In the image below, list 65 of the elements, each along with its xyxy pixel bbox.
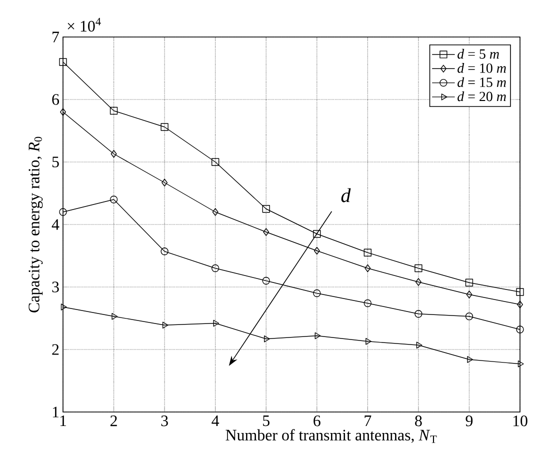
point bbox=[313, 230, 321, 238]
point bbox=[110, 150, 117, 158]
point bbox=[415, 278, 422, 286]
point bbox=[213, 320, 220, 327]
point bbox=[416, 342, 422, 348]
point bbox=[517, 300, 523, 308]
point bbox=[364, 299, 372, 308]
point bbox=[414, 310, 422, 318]
point bbox=[465, 278, 474, 286]
point bbox=[212, 158, 220, 166]
text: × 10$^{4}$ bbox=[68, 18, 101, 32]
point bbox=[162, 322, 168, 328]
point bbox=[467, 356, 474, 363]
point bbox=[59, 58, 67, 66]
y-tick-label: 5 bbox=[52, 156, 59, 168]
point bbox=[366, 338, 372, 345]
point bbox=[314, 246, 320, 255]
point bbox=[364, 264, 371, 272]
point bbox=[314, 332, 321, 340]
x-tick-label: 1 bbox=[60, 416, 66, 426]
x-tick-label: 8 bbox=[415, 416, 422, 426]
point bbox=[516, 326, 524, 334]
point bbox=[313, 289, 321, 298]
point bbox=[262, 276, 270, 285]
y-tick-label: 2 bbox=[52, 344, 59, 355]
x-tick-label: 5 bbox=[263, 416, 270, 426]
point bbox=[110, 196, 118, 204]
legend-label: d = 10 m bbox=[458, 63, 506, 73]
x-tick-label: 9 bbox=[466, 416, 473, 426]
point bbox=[59, 208, 67, 216]
x-tick-label: 4 bbox=[212, 416, 220, 426]
y-tick-label: 1 bbox=[52, 406, 59, 418]
y-tick-label: 3 bbox=[52, 282, 59, 292]
point bbox=[160, 248, 168, 256]
point bbox=[262, 205, 270, 213]
legend-label: d = 15 m bbox=[458, 77, 506, 88]
point bbox=[160, 123, 168, 131]
x-tick-label: 3 bbox=[161, 416, 168, 426]
point bbox=[212, 208, 218, 216]
point bbox=[465, 312, 474, 320]
point bbox=[112, 313, 118, 320]
x-axis-title: Number of transmit antennas, N$_{T}$ bbox=[226, 429, 437, 443]
y-tick-label: 7 bbox=[52, 32, 60, 42]
point bbox=[162, 178, 168, 186]
point bbox=[60, 304, 67, 310]
point bbox=[518, 360, 524, 368]
y-axis-title: Capacity to energy ratio, R$_{0}$ bbox=[28, 136, 43, 312]
legend-label: d = 20 m bbox=[458, 91, 506, 102]
x-tick-label: 10 bbox=[513, 416, 528, 426]
point bbox=[466, 290, 472, 298]
point bbox=[364, 248, 372, 256]
point bbox=[212, 264, 220, 272]
point bbox=[414, 264, 422, 272]
point bbox=[110, 106, 118, 115]
legend-label: d = 5 m bbox=[458, 48, 499, 59]
x-tick-label: 6 bbox=[314, 416, 320, 426]
point bbox=[60, 108, 66, 116]
x-tick-label: 2 bbox=[110, 416, 117, 426]
y-tick-label: 6 bbox=[52, 94, 60, 105]
x-tick-label: 7 bbox=[364, 416, 372, 426]
point bbox=[263, 228, 270, 236]
point bbox=[264, 336, 270, 342]
point bbox=[516, 288, 524, 296]
y-tick-label: 4 bbox=[52, 219, 60, 230]
annotation: d bbox=[341, 188, 351, 202]
